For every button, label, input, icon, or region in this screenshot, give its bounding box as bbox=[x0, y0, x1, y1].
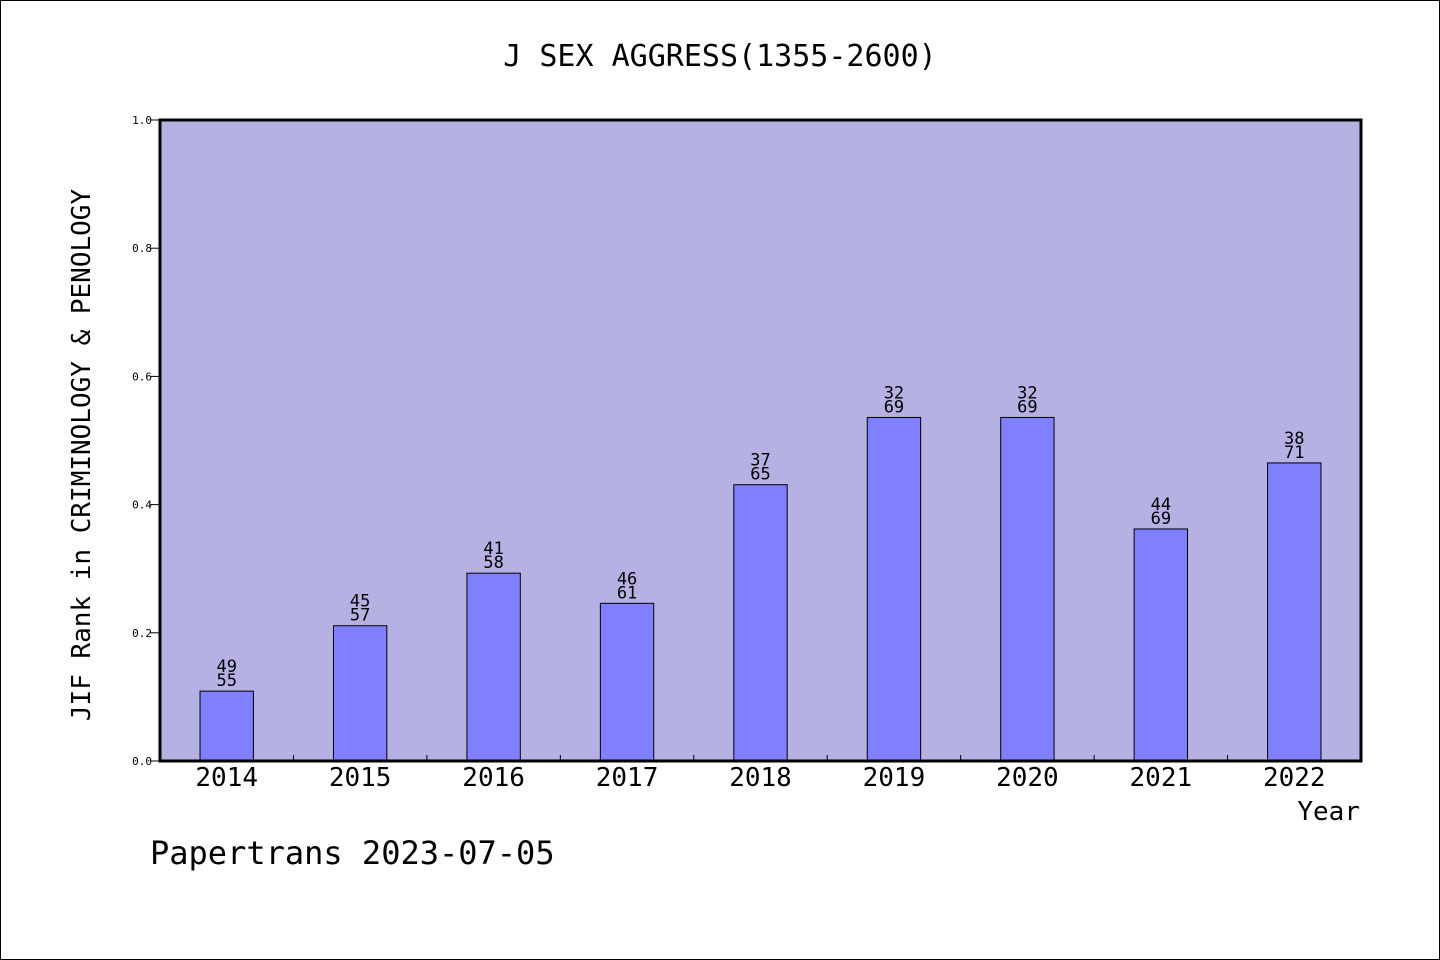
y-tick-label: 0.4 bbox=[132, 499, 152, 512]
bar-label-total-2018: 65 bbox=[750, 465, 770, 485]
bar-2018 bbox=[733, 484, 788, 762]
bar-label-total-2015: 57 bbox=[350, 606, 370, 626]
bar-2019 bbox=[866, 416, 922, 762]
bar-label-total-2017: 61 bbox=[617, 583, 637, 603]
x-axis-label: Year bbox=[1297, 797, 1360, 827]
bar-label-rank-2021: 44 bbox=[1151, 495, 1171, 515]
bar-label-rank-2015: 45 bbox=[350, 592, 370, 612]
x-tick-label-2022: 2022 bbox=[1263, 763, 1326, 793]
bar-2021 bbox=[1133, 528, 1189, 762]
y-axis: 0.0 0.2 0.4 0.6 0.8 1.0 bbox=[132, 114, 160, 768]
footer-text: Papertrans 2023-07-05 bbox=[150, 834, 555, 872]
x-tick-label-2019: 2019 bbox=[863, 763, 926, 793]
y-axis-label: JIF Rank in CRIMINOLOGY & PENOLOGY bbox=[67, 189, 97, 722]
bar-2022 bbox=[1267, 462, 1322, 762]
bar-2014 bbox=[199, 690, 254, 762]
y-tick-label: 0.8 bbox=[132, 242, 152, 255]
y-tick-label: 0.2 bbox=[132, 627, 152, 640]
x-tick-label-2018: 2018 bbox=[729, 763, 792, 793]
bar-2015 bbox=[332, 625, 388, 762]
x-tick-label-2017: 2017 bbox=[596, 763, 659, 793]
y-tick-label: 1.0 bbox=[132, 114, 152, 127]
x-tick-label-2014: 2014 bbox=[195, 763, 258, 793]
bar-label-total-2019: 69 bbox=[884, 397, 904, 417]
bar-label-rank-2020: 32 bbox=[1017, 383, 1037, 403]
x-tick-label-2015: 2015 bbox=[329, 763, 392, 793]
bar-2017 bbox=[599, 602, 655, 762]
x-tick-label-2021: 2021 bbox=[1130, 763, 1193, 793]
bar-label-rank-2019: 32 bbox=[884, 383, 904, 403]
bar-label-rank-2014: 49 bbox=[216, 657, 236, 677]
bar-2020 bbox=[1000, 416, 1055, 762]
bar-label-total-2022: 71 bbox=[1284, 443, 1304, 463]
bar-label-rank-2018: 37 bbox=[750, 451, 770, 471]
y-tick-label: 0.6 bbox=[132, 370, 152, 383]
bar-label-rank-2016: 41 bbox=[483, 539, 503, 559]
x-tick-label-2020: 2020 bbox=[996, 763, 1059, 793]
bar-label-total-2020: 69 bbox=[1017, 397, 1037, 417]
plot-border bbox=[158, 118, 1363, 763]
bar-label-total-2014: 55 bbox=[216, 671, 236, 691]
chart-title: J SEX AGGRESS(1355-2600) bbox=[503, 39, 936, 74]
y-tick-label: 0.0 bbox=[132, 755, 152, 768]
bar-label-total-2021: 69 bbox=[1151, 509, 1171, 529]
bar-label-total-2016: 58 bbox=[483, 553, 503, 573]
bar-2016 bbox=[466, 572, 521, 762]
x-tick-label-2016: 2016 bbox=[462, 763, 525, 793]
x-axis: 2014 2015 2016 2017 2018 2019 2020 2021 2022 bbox=[195, 755, 1326, 793]
bar-label-rank-2022: 38 bbox=[1284, 429, 1304, 449]
bar-group bbox=[199, 416, 1322, 762]
bar-label-rank-2017: 46 bbox=[617, 569, 637, 589]
